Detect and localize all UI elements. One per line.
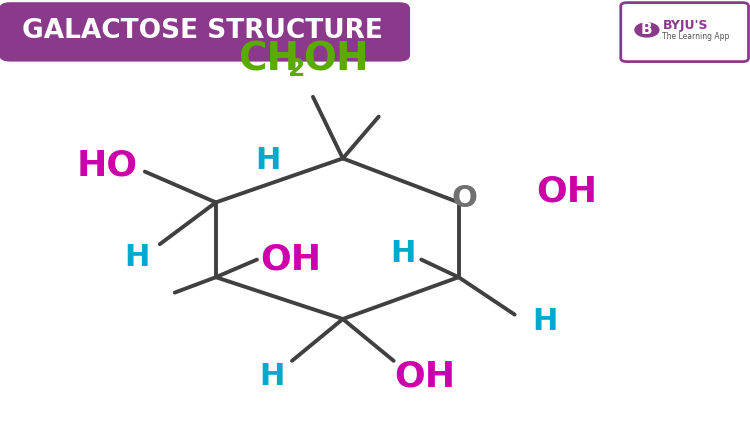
Text: CH: CH [238, 40, 299, 78]
Text: H: H [256, 146, 280, 175]
Text: O: O [452, 184, 478, 213]
Text: GALACTOSE STRUCTURE: GALACTOSE STRUCTURE [22, 18, 382, 44]
Text: B: B [641, 22, 652, 37]
FancyBboxPatch shape [0, 2, 410, 62]
Text: H: H [124, 243, 150, 272]
Text: OH: OH [303, 40, 369, 78]
Text: The Learning App: The Learning App [662, 33, 729, 41]
Text: OH: OH [260, 242, 321, 277]
Text: OH: OH [394, 359, 455, 393]
FancyBboxPatch shape [621, 3, 748, 62]
Circle shape [635, 23, 658, 37]
Text: HO: HO [77, 148, 138, 182]
Text: BYJU'S: BYJU'S [663, 19, 709, 32]
Text: H: H [532, 307, 557, 336]
Text: H: H [390, 238, 416, 268]
Text: OH: OH [536, 174, 598, 209]
Text: 2: 2 [288, 57, 306, 81]
Text: H: H [260, 362, 284, 391]
